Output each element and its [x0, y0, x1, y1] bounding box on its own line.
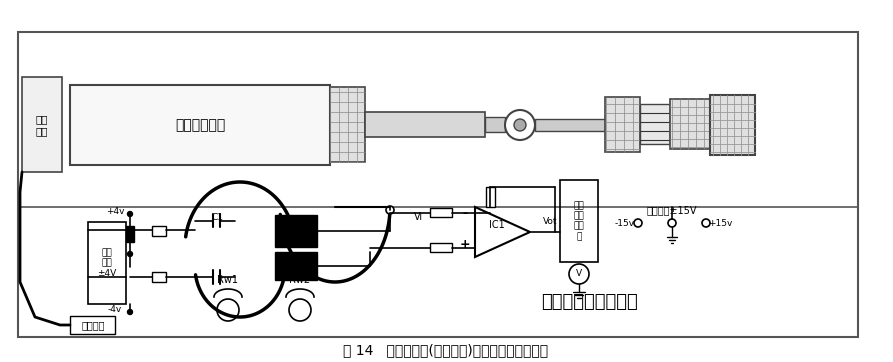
Circle shape — [128, 310, 132, 315]
Bar — [670, 99, 710, 149]
Text: +4v: +4v — [105, 206, 124, 215]
Text: 霍尔传感器实验模板: 霍尔传感器实验模板 — [542, 293, 638, 311]
Text: 接主
机箱
电压
表: 接主 机箱 电压 表 — [573, 201, 584, 241]
Bar — [88, 222, 126, 304]
Circle shape — [386, 206, 394, 214]
Text: C1: C1 — [212, 214, 224, 223]
Text: 航空插座: 航空插座 — [81, 320, 104, 330]
Text: 图 14   霍尔传感器(直流激励)位移实验接线示意图: 图 14 霍尔传感器(直流激励)位移实验接线示意图 — [344, 343, 548, 357]
Circle shape — [505, 110, 535, 140]
Text: V: V — [576, 269, 582, 278]
Bar — [560, 180, 598, 262]
Text: -4v: -4v — [108, 306, 122, 315]
Text: 接主
机箱
±4V: 接主 机箱 ±4V — [97, 248, 117, 278]
Bar — [535, 119, 605, 131]
Bar — [152, 226, 166, 236]
Text: Vot: Vot — [543, 218, 557, 227]
Bar — [485, 117, 505, 132]
Bar — [70, 316, 115, 334]
Bar — [330, 87, 365, 162]
Bar — [605, 97, 640, 152]
Bar — [710, 95, 755, 155]
Text: +15v: +15v — [708, 219, 732, 227]
Bar — [430, 208, 452, 217]
Text: 霍尔式传感器: 霍尔式传感器 — [175, 118, 225, 132]
Bar — [152, 272, 166, 282]
Bar — [365, 112, 485, 137]
Bar — [22, 77, 62, 172]
Circle shape — [128, 252, 132, 257]
Bar — [486, 187, 495, 207]
Bar — [640, 104, 670, 144]
Bar — [70, 85, 330, 165]
Bar — [126, 226, 134, 242]
Text: Vi: Vi — [413, 212, 422, 222]
Circle shape — [128, 211, 132, 216]
Text: Rw1: Rw1 — [218, 275, 238, 285]
Text: -: - — [463, 207, 468, 220]
Bar — [275, 215, 317, 247]
Text: 航空
插头: 航空 插头 — [36, 114, 48, 136]
Text: IC1: IC1 — [489, 220, 505, 230]
Text: 接主机箱±15V: 接主机箱±15V — [647, 205, 697, 215]
Bar — [18, 32, 858, 337]
Text: +: + — [460, 237, 471, 251]
Text: Rw2: Rw2 — [289, 275, 311, 285]
Text: -15v: -15v — [615, 219, 635, 227]
Circle shape — [514, 119, 526, 131]
Bar — [430, 243, 452, 252]
Bar — [275, 252, 317, 280]
